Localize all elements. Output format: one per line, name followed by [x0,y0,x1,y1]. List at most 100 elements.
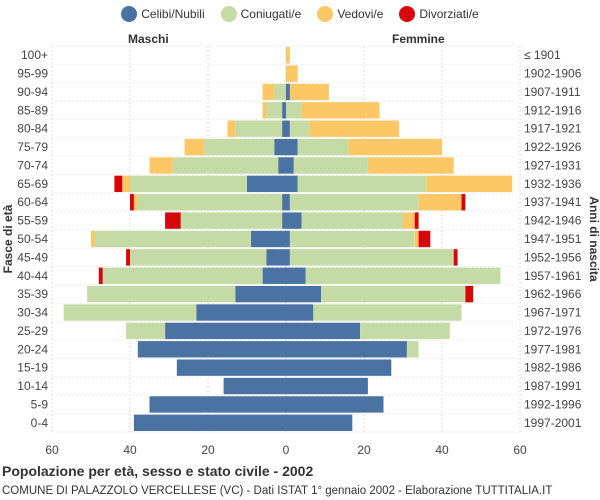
female-bar [360,322,450,340]
birth-year-label: 1987-1991 [524,379,582,393]
legend-item-divorziati[interactable]: Divorziati/e [399,6,479,22]
female-bar [465,285,474,303]
age-label: 45-49 [17,250,48,264]
female-bar [286,230,290,248]
age-label: 35-39 [17,287,48,301]
female-bar [301,212,403,229]
birth-year-label: 1992-1996 [524,397,582,411]
birth-year-label: 1902-1906 [524,67,582,81]
female-bar [297,138,349,156]
female-bar [286,120,290,137]
female-bar [286,359,392,376]
male-bar [223,377,286,395]
female-bar [297,175,427,193]
age-label: 55-59 [17,214,48,228]
female-bar [286,157,294,174]
male-bar [114,175,123,193]
female-bar [286,175,298,193]
male-bar [235,120,283,137]
female-bar [289,83,329,101]
birth-year-label: 1912-1916 [524,103,582,117]
female-bar [286,138,298,156]
age-label: 90-94 [17,85,48,99]
age-label: 65-69 [17,177,48,191]
male-bar [278,157,286,174]
male-bar [149,396,286,413]
x-tick-label: 0 [283,443,290,457]
female-bar [348,138,442,156]
legend-label-celibi: Celibi/Nubili [141,7,205,21]
female-bar [286,65,298,82]
male-bar [94,230,251,248]
age-label: 0-4 [31,416,49,430]
birth-year-label: 1957-1961 [524,269,582,283]
male-bar [165,322,286,340]
birth-year-label: 1997-2001 [524,416,582,430]
legend-swatch-divorziati [399,6,416,22]
female-bar [286,83,290,101]
age-label: 95-99 [17,67,48,81]
age-label: 85-89 [17,103,48,117]
female-bar [286,212,302,229]
birth-year-label: 1942-1946 [524,214,582,228]
chart-subtitle: COMUNE DI PALAZZOLO VERCELLESE (VC) - Da… [2,485,553,497]
female-bar [426,175,513,193]
male-bar [282,194,286,211]
female-bar [301,102,380,119]
female-bar [286,194,290,211]
legend-item-vedovi[interactable]: Vedovi/e [317,6,383,22]
male-bar [262,267,286,284]
legend-item-celibi[interactable]: Celibi/Nubili [121,6,205,22]
birth-year-label: 1922-1926 [524,140,582,154]
male-bar [137,194,283,211]
male-bar [180,212,283,229]
female-bar [461,194,466,211]
legend-item-coniugati[interactable]: Coniugati/e [220,6,302,22]
legend-label-coniugati: Coniugati/e [240,7,302,21]
birth-year-label: 1977-1981 [524,342,582,356]
birth-year-label: 1962-1966 [524,287,582,301]
male-bar [149,157,173,174]
female-bar [406,341,419,358]
male-bar [102,267,263,284]
age-label: 40-44 [17,269,48,283]
birth-year-label: 1967-1971 [524,306,582,320]
male-bar [247,175,286,193]
birth-year-label: ≤ 1901 [524,48,561,62]
x-tick-label: 40 [435,443,449,457]
male-bar [235,285,286,303]
females-header: Femmine [392,32,445,46]
age-label: 15-19 [17,361,48,375]
female-bar [321,285,466,303]
age-label: 10-14 [17,379,48,393]
male-bar [91,230,95,248]
age-label: 20-24 [17,342,48,356]
female-bar [418,194,462,211]
x-tick-label: 60 [45,443,59,457]
female-bar [286,396,384,413]
x-tick-label: 20 [357,443,371,457]
birth-year-label: 1982-1986 [524,361,582,375]
female-bar [309,120,400,137]
female-bar [286,249,290,266]
female-bar [286,304,314,321]
female-bar [289,194,419,211]
age-label: 30-34 [17,306,48,320]
male-bar [98,267,103,284]
male-bar [176,359,286,376]
male-bar [137,341,286,358]
male-bar [274,138,286,156]
age-label: 60-64 [17,195,48,209]
male-bar [266,102,283,119]
male-bar [165,212,181,229]
age-label: 50-54 [17,232,48,246]
legend-swatch-vedovi [317,6,334,22]
male-bar [262,102,267,119]
male-bar [227,120,236,137]
birth-year-label: 1972-1976 [524,324,582,338]
birth-year-label: 1907-1911 [524,85,581,99]
female-bar [289,249,454,266]
birth-year-label: 1932-1936 [524,177,582,191]
female-bar [289,120,310,137]
age-label: 75-79 [17,140,48,154]
